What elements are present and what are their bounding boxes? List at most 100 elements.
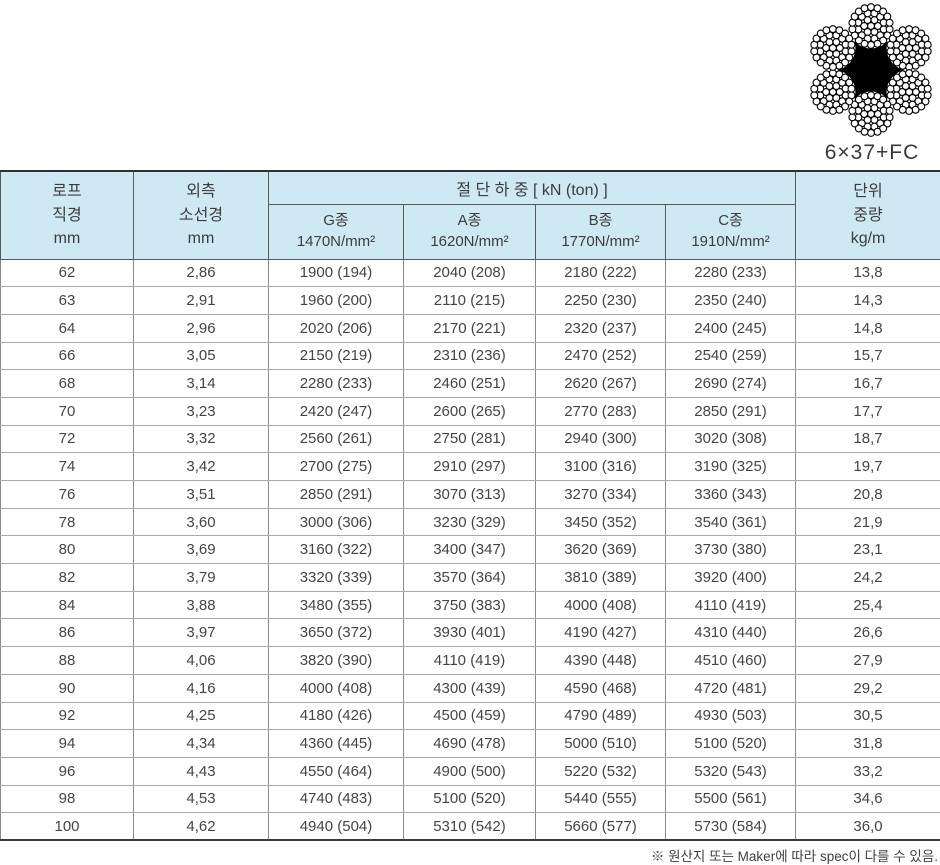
load-b-cell: 5660 (577) [535, 812, 666, 841]
header-rope-diameter: 로프 직경 mm [0, 170, 134, 260]
outer-wire-cell: 4,53 [133, 784, 269, 814]
load-c-cell: 2850 (291) [664, 396, 797, 426]
spec-footnote: ※ 원산지 또는 Maker에 따라 spec이 다를 수 있음. [650, 849, 938, 864]
load-b-cell: 4590 (468) [535, 673, 666, 703]
load-c-cell: 4510 (460) [664, 646, 797, 675]
load-g-cell: 2280 (233) [268, 369, 404, 398]
table-row: 76 3,51 2850 (291) 3070 (313) 3270 (334) 3360… [0, 480, 940, 509]
table-row: 70 3,23 2420 (247) 2600 (265) 2770 (283) 2850… [0, 396, 940, 426]
load-a-cell: 2040 (208) [403, 258, 536, 288]
load-a-cell: 2460 (251) [403, 369, 536, 398]
load-c-cell: 5730 (584) [664, 812, 797, 841]
header-unit-weight: 단위 중량 kg/m [795, 170, 940, 260]
header-outer-wire-diameter: 외측 소선경 mm [133, 170, 269, 260]
load-c-cell: 3360 (343) [664, 480, 797, 509]
outer-wire-cell: 4,62 [133, 812, 269, 841]
header-grade-a: A종 1620N/mm² [403, 203, 536, 260]
unit-weight-cell: 15,7 [795, 341, 940, 371]
unit-weight-cell: 33,2 [795, 756, 940, 786]
load-c-cell: 4110 (419) [664, 590, 797, 620]
load-g-cell: 2850 (291) [268, 480, 404, 509]
load-a-cell: 2750 (281) [403, 424, 536, 454]
unit-weight-cell: 30,5 [795, 701, 940, 731]
table-row: 100 4,62 4940 (504) 5310 (542) 5660 (577) 573… [0, 812, 940, 841]
unit-weight-cell: 25,4 [795, 590, 940, 620]
load-b-cell: 2180 (222) [535, 258, 666, 288]
rope-diameter-cell: 66 [0, 341, 134, 371]
load-a-cell: 2310 (236) [403, 341, 536, 371]
unit-weight-cell: 27,9 [795, 646, 940, 675]
load-g-cell: 3000 (306) [268, 507, 404, 537]
load-b-cell: 3100 (316) [535, 452, 666, 481]
load-b-cell: 2770 (283) [535, 396, 666, 426]
load-b-cell: 2940 (300) [535, 424, 666, 454]
rope-diameter-cell: 68 [0, 369, 134, 398]
load-g-cell: 4000 (408) [268, 673, 404, 703]
load-g-cell: 2150 (219) [268, 341, 404, 371]
table-row: 64 2,96 2020 (206) 2170 (221) 2320 (237) 2400… [0, 313, 940, 343]
unit-weight-cell: 36,0 [795, 812, 940, 841]
unit-weight-cell: 20,8 [795, 480, 940, 509]
load-c-cell: 3730 (380) [664, 535, 797, 565]
header-grade-b: B종 1770N/mm² [535, 203, 666, 260]
load-a-cell: 2110 (215) [403, 286, 536, 315]
load-c-cell: 4310 (440) [664, 618, 797, 648]
spec-table-body: 62 2,86 1900 (194) 2040 (208) 2180 (222) 2280… [0, 258, 940, 841]
rope-diameter-cell: 82 [0, 563, 134, 592]
load-b-cell: 4000 (408) [535, 590, 666, 620]
load-a-cell: 3400 (347) [403, 535, 536, 565]
load-a-cell: 4690 (478) [403, 729, 536, 758]
wire-rope-cross-section-icon [810, 3, 932, 137]
outer-wire-cell: 3,05 [133, 341, 269, 371]
table-row: 62 2,86 1900 (194) 2040 (208) 2180 (222) 2280… [0, 258, 940, 288]
load-b-cell: 5440 (555) [535, 784, 666, 814]
outer-wire-cell: 4,34 [133, 729, 269, 758]
outer-wire-cell: 3,51 [133, 480, 269, 509]
load-g-cell: 2700 (275) [268, 452, 404, 481]
outer-wire-cell: 3,60 [133, 507, 269, 537]
load-g-cell: 4360 (445) [268, 729, 404, 758]
load-b-cell: 3270 (334) [535, 480, 666, 509]
rope-diameter-cell: 86 [0, 618, 134, 648]
rope-diameter-cell: 62 [0, 258, 134, 288]
header-breaking-load: 절 단 하 중 [ kN (ton) ] [267, 170, 797, 205]
load-c-cell: 2540 (259) [664, 341, 797, 371]
rope-cross-section: 6×37+FC [798, 0, 940, 165]
unit-weight-cell: 21,9 [795, 507, 940, 537]
load-g-cell: 2020 (206) [268, 313, 404, 343]
outer-wire-cell: 3,79 [133, 563, 269, 592]
table-row: 72 3,32 2560 (261) 2750 (281) 2940 (300) 3020… [0, 424, 940, 454]
rope-diameter-cell: 84 [0, 590, 134, 620]
outer-wire-cell: 4,16 [133, 673, 269, 703]
load-a-cell: 3750 (383) [403, 590, 536, 620]
unit-weight-cell: 34,6 [795, 784, 940, 814]
load-c-cell: 5500 (561) [664, 784, 797, 814]
load-b-cell: 4390 (448) [535, 646, 666, 675]
load-c-cell: 3540 (361) [664, 507, 797, 537]
rope-diameter-cell: 74 [0, 452, 134, 481]
unit-weight-cell: 24,2 [795, 563, 940, 592]
load-g-cell: 3160 (322) [268, 535, 404, 565]
load-a-cell: 2910 (297) [403, 452, 536, 481]
load-g-cell: 2560 (261) [268, 424, 404, 454]
load-a-cell: 5100 (520) [403, 784, 536, 814]
unit-weight-cell: 31,8 [795, 729, 940, 758]
rope-diameter-cell: 63 [0, 286, 134, 315]
outer-wire-cell: 3,97 [133, 618, 269, 648]
table-row: 92 4,25 4180 (426) 4500 (459) 4790 (489) 4930… [0, 701, 940, 731]
load-c-cell: 3190 (325) [664, 452, 797, 481]
table-row: 98 4,53 4740 (483) 5100 (520) 5440 (555) 5500… [0, 784, 940, 814]
rope-diameter-cell: 100 [0, 812, 134, 841]
rope-diameter-cell: 64 [0, 313, 134, 343]
unit-weight-cell: 19,7 [795, 452, 940, 481]
load-g-cell: 1960 (200) [268, 286, 404, 315]
load-a-cell: 2170 (221) [403, 313, 536, 343]
unit-weight-cell: 26,6 [795, 618, 940, 648]
outer-wire-cell: 3,88 [133, 590, 269, 620]
load-c-cell: 2690 (274) [664, 369, 797, 398]
table-row: 84 3,88 3480 (355) 3750 (383) 4000 (408) 4110… [0, 590, 940, 620]
load-g-cell: 3480 (355) [268, 590, 404, 620]
rope-construction-label: 6×37+FC [824, 141, 920, 164]
load-b-cell: 2320 (237) [535, 313, 666, 343]
table-row: 80 3,69 3160 (322) 3400 (347) 3620 (369) 3730… [0, 535, 940, 565]
